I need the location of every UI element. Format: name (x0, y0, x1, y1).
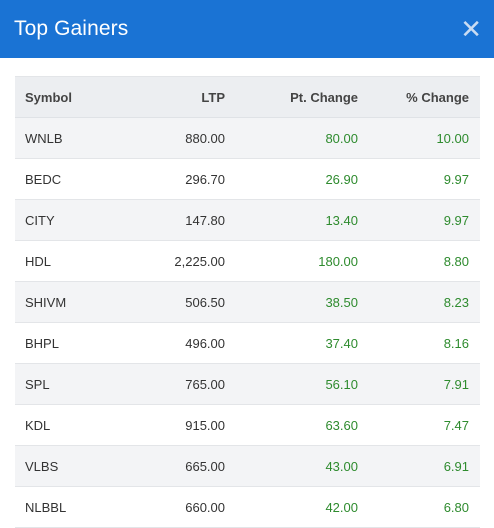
table-row[interactable]: BEDC 296.70 26.90 9.97 (15, 158, 480, 200)
column-header-ltp[interactable]: LTP (126, 76, 225, 118)
table-row[interactable]: NLBBL 660.00 42.00 6.80 (15, 486, 480, 528)
gainers-table-container: Symbol LTP Pt. Change % Change WNLB 880.0… (15, 76, 480, 528)
pct-change-cell: 7.91 (358, 363, 480, 405)
pt-change-cell: 180.00 (225, 240, 358, 282)
pct-change-cell: 8.23 (358, 281, 480, 323)
symbol-cell: WNLB (15, 117, 126, 159)
pt-change-cell: 26.90 (225, 158, 358, 200)
pct-change-cell: 8.16 (358, 322, 480, 364)
symbol-cell: VLBS (15, 445, 126, 487)
pct-change-cell: 6.91 (358, 445, 480, 487)
column-header-pt-change[interactable]: Pt. Change (225, 76, 358, 118)
modal-title: Top Gainers (14, 17, 129, 40)
column-header-symbol[interactable]: Symbol (15, 76, 126, 118)
close-icon[interactable]: ✕ (460, 15, 482, 45)
table-row[interactable]: KDL 915.00 63.60 7.47 (15, 404, 480, 446)
ltp-cell: 915.00 (126, 404, 225, 446)
pt-change-cell: 63.60 (225, 404, 358, 446)
ltp-cell: 880.00 (126, 117, 225, 159)
pt-change-cell: 38.50 (225, 281, 358, 323)
ltp-cell: 660.00 (126, 486, 225, 528)
table-row[interactable]: SHIVM 506.50 38.50 8.23 (15, 281, 480, 323)
column-header-pct-change[interactable]: % Change (358, 76, 480, 118)
pt-change-cell: 43.00 (225, 445, 358, 487)
table-row[interactable]: VLBS 665.00 43.00 6.91 (15, 445, 480, 487)
pct-change-cell: 8.80 (358, 240, 480, 282)
symbol-cell: HDL (15, 240, 126, 282)
ltp-cell: 665.00 (126, 445, 225, 487)
table-row[interactable]: BHPL 496.00 37.40 8.16 (15, 322, 480, 364)
pct-change-cell: 6.80 (358, 486, 480, 528)
table-row[interactable]: SPL 765.00 56.10 7.91 (15, 363, 480, 405)
modal-header: Top Gainers ✕ (0, 0, 494, 58)
ltp-cell: 296.70 (126, 158, 225, 200)
symbol-cell: BEDC (15, 158, 126, 200)
pt-change-cell: 42.00 (225, 486, 358, 528)
ltp-cell: 496.00 (126, 322, 225, 364)
pt-change-cell: 37.40 (225, 322, 358, 364)
symbol-cell: BHPL (15, 322, 126, 364)
gainers-table: Symbol LTP Pt. Change % Change WNLB 880.0… (15, 76, 480, 528)
ltp-cell: 506.50 (126, 281, 225, 323)
pt-change-cell: 13.40 (225, 199, 358, 241)
symbol-cell: NLBBL (15, 486, 126, 528)
pct-change-cell: 9.97 (358, 158, 480, 200)
symbol-cell: SHIVM (15, 281, 126, 323)
table-row[interactable]: HDL 2,225.00 180.00 8.80 (15, 240, 480, 282)
pct-change-cell: 7.47 (358, 404, 480, 446)
symbol-cell: SPL (15, 363, 126, 405)
pct-change-cell: 10.00 (358, 117, 480, 159)
table-header-row: Symbol LTP Pt. Change % Change (15, 76, 480, 118)
ltp-cell: 765.00 (126, 363, 225, 405)
symbol-cell: CITY (15, 199, 126, 241)
ltp-cell: 147.80 (126, 199, 225, 241)
ltp-cell: 2,225.00 (126, 240, 225, 282)
pt-change-cell: 56.10 (225, 363, 358, 405)
symbol-cell: KDL (15, 404, 126, 446)
pt-change-cell: 80.00 (225, 117, 358, 159)
pct-change-cell: 9.97 (358, 199, 480, 241)
table-row[interactable]: CITY 147.80 13.40 9.97 (15, 199, 480, 241)
table-row[interactable]: WNLB 880.00 80.00 10.00 (15, 117, 480, 159)
